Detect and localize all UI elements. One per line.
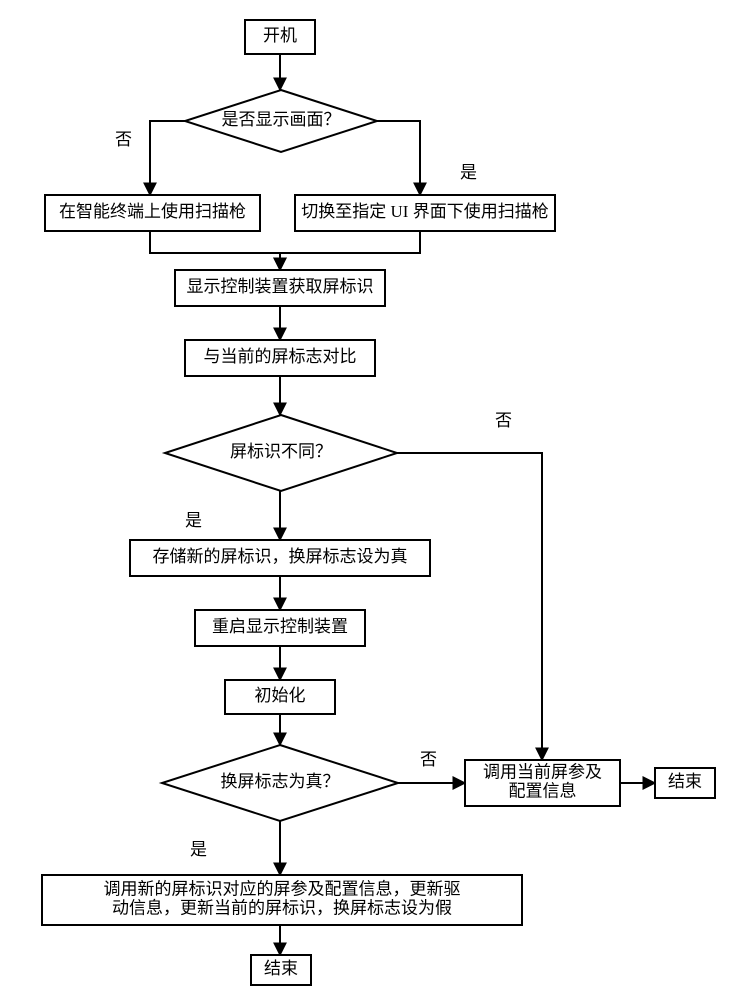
edge-n_right-n_getid [280,231,420,270]
node-label-n_dec1: 是否显示画面？ [222,110,341,129]
edge-label-n_dec1-n_right: 是 [460,163,477,182]
edge-n_dec2-n_callcur [397,453,542,760]
node-label-n_getid: 显示控制装置获取屏标识 [187,277,374,296]
node-label-n_callcur-0: 调用当前屏参及 [483,762,602,781]
node-label-n_right: 切换至指定 UI 界面下使用扫描枪 [301,201,548,221]
nodes-layer: 开机是否显示画面？ 在智能终端上使用扫描枪 切换至指定 UI 界面下使用扫描枪显示控… [42,20,715,985]
flowchart-canvas: 否是是否否是 开机是否显示画面？在智能终端上使用扫描枪切换至指定 UI 界面下使… [0,0,735,1000]
node-label-n_store: 存储新的屏标识，换屏标志设为真 [153,547,408,566]
edge-n_dec1-n_right [377,121,420,195]
node-label-n_callnew-1: 动信息，更新当前的屏标识，换屏标志设为假 [112,898,452,917]
node-label-n_end2: 结束 [264,959,298,978]
edge-label-n_dec3-n_callnew: 是 [190,840,207,859]
node-label-n_init: 初始化 [255,686,306,705]
node-label-n_compare: 与当前的屏标志对比 [204,347,357,366]
edge-label-n_dec2-n_store: 是 [185,511,202,530]
node-label-n_end1: 结束 [668,772,702,791]
edge-label-n_dec1-n_left: 否 [115,130,132,149]
node-label-n_start: 开机 [263,26,297,45]
node-label-n_left: 在智能终端上使用扫描枪 [59,201,246,221]
node-label-n_callcur-1: 配置信息 [509,781,577,800]
edge-n_dec1-n_left [150,121,185,195]
node-label-n_callnew-0: 调用新的屏标识对应的屏参及配置信息，更新驱 [104,879,461,898]
node-label-n_dec2: 屏标识不同？ [230,442,332,461]
node-label-n_restart: 重启显示控制装置 [212,617,348,636]
node-label-n_dec3: 换屏标志为真？ [221,772,340,791]
edge-label-n_dec3-n_callcur: 否 [420,750,437,769]
edges-layer: 否是是否否是 [115,54,655,955]
edge-n_left-n_getid [150,231,280,270]
edge-label-n_dec2-n_callcur: 否 [495,411,512,430]
